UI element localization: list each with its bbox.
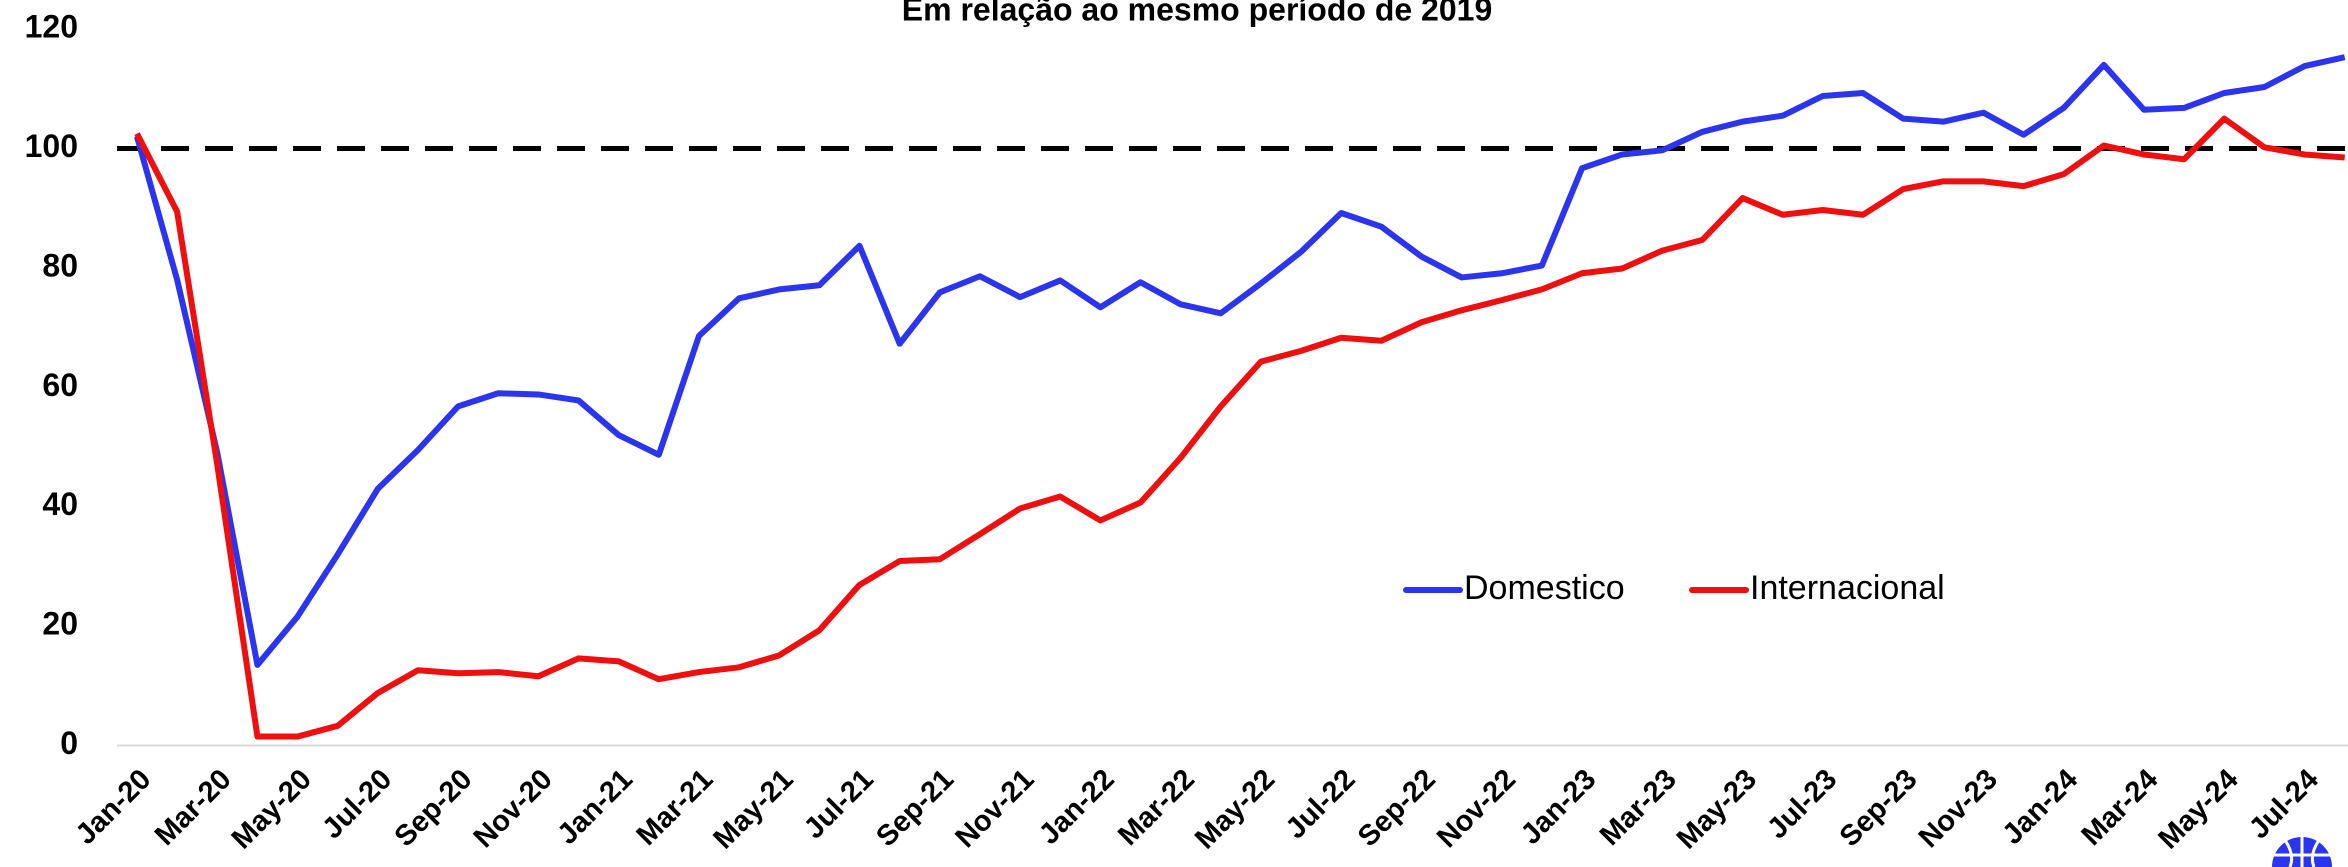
x-tick-label: Mar-23 xyxy=(1594,763,1683,852)
x-tick-label: Nov-20 xyxy=(468,763,559,854)
y-tick-label: 40 xyxy=(42,486,78,522)
chart-title: Em relação ao mesmo período de 2019 xyxy=(902,0,1492,27)
x-tick-label: Sep-23 xyxy=(1834,763,1924,853)
y-tick-label: 0 xyxy=(60,725,78,761)
x-tick-label: Jul-24 xyxy=(2243,763,2325,845)
x-tick-label: Mar-21 xyxy=(631,763,720,852)
x-tick-label: May-23 xyxy=(1671,763,1763,855)
x-tick-label: Nov-23 xyxy=(1913,763,2004,854)
x-tick-label: Jul-21 xyxy=(798,763,880,845)
x-tick-label: Nov-22 xyxy=(1431,763,1522,854)
x-tick-label: Mar-24 xyxy=(2076,763,2165,852)
x-tick-label: Sep-20 xyxy=(389,763,479,853)
x-tick-label: Jul-20 xyxy=(316,763,398,845)
x-tick-label: Sep-21 xyxy=(870,763,960,853)
y-tick-label: 120 xyxy=(25,9,78,45)
x-tick-label: Mar-22 xyxy=(1112,763,1201,852)
x-tick-label: Mar-20 xyxy=(149,763,238,852)
legend-label: Domestico xyxy=(1464,569,1625,607)
x-tick-label: Jul-23 xyxy=(1761,763,1843,845)
line-series xyxy=(134,115,2345,740)
x-tick-label: May-24 xyxy=(2152,763,2244,855)
logo xyxy=(2272,837,2332,867)
x-tick-label: Sep-22 xyxy=(1352,763,1442,853)
x-tick-label: Jan-20 xyxy=(70,763,158,851)
y-tick-label: 80 xyxy=(42,247,78,283)
x-tick-label: Jan-23 xyxy=(1515,763,1603,851)
y-tick-label: 20 xyxy=(42,606,78,642)
x-tick-label: May-21 xyxy=(707,763,799,855)
x-tick-label: Jul-22 xyxy=(1280,763,1362,845)
x-tick-label: Jan-24 xyxy=(1996,763,2084,851)
x-tick-label: May-22 xyxy=(1189,763,1281,855)
y-tick-label: 100 xyxy=(25,128,78,164)
x-tick-label: Jan-21 xyxy=(551,763,639,851)
x-tick-label: May-20 xyxy=(226,763,318,855)
legend-label: Internacional xyxy=(1750,569,1945,607)
line-series xyxy=(134,54,2346,668)
y-tick-label: 60 xyxy=(42,367,78,403)
x-tick-label: Nov-21 xyxy=(949,763,1040,854)
x-tick-label: Jan-22 xyxy=(1033,763,1121,851)
